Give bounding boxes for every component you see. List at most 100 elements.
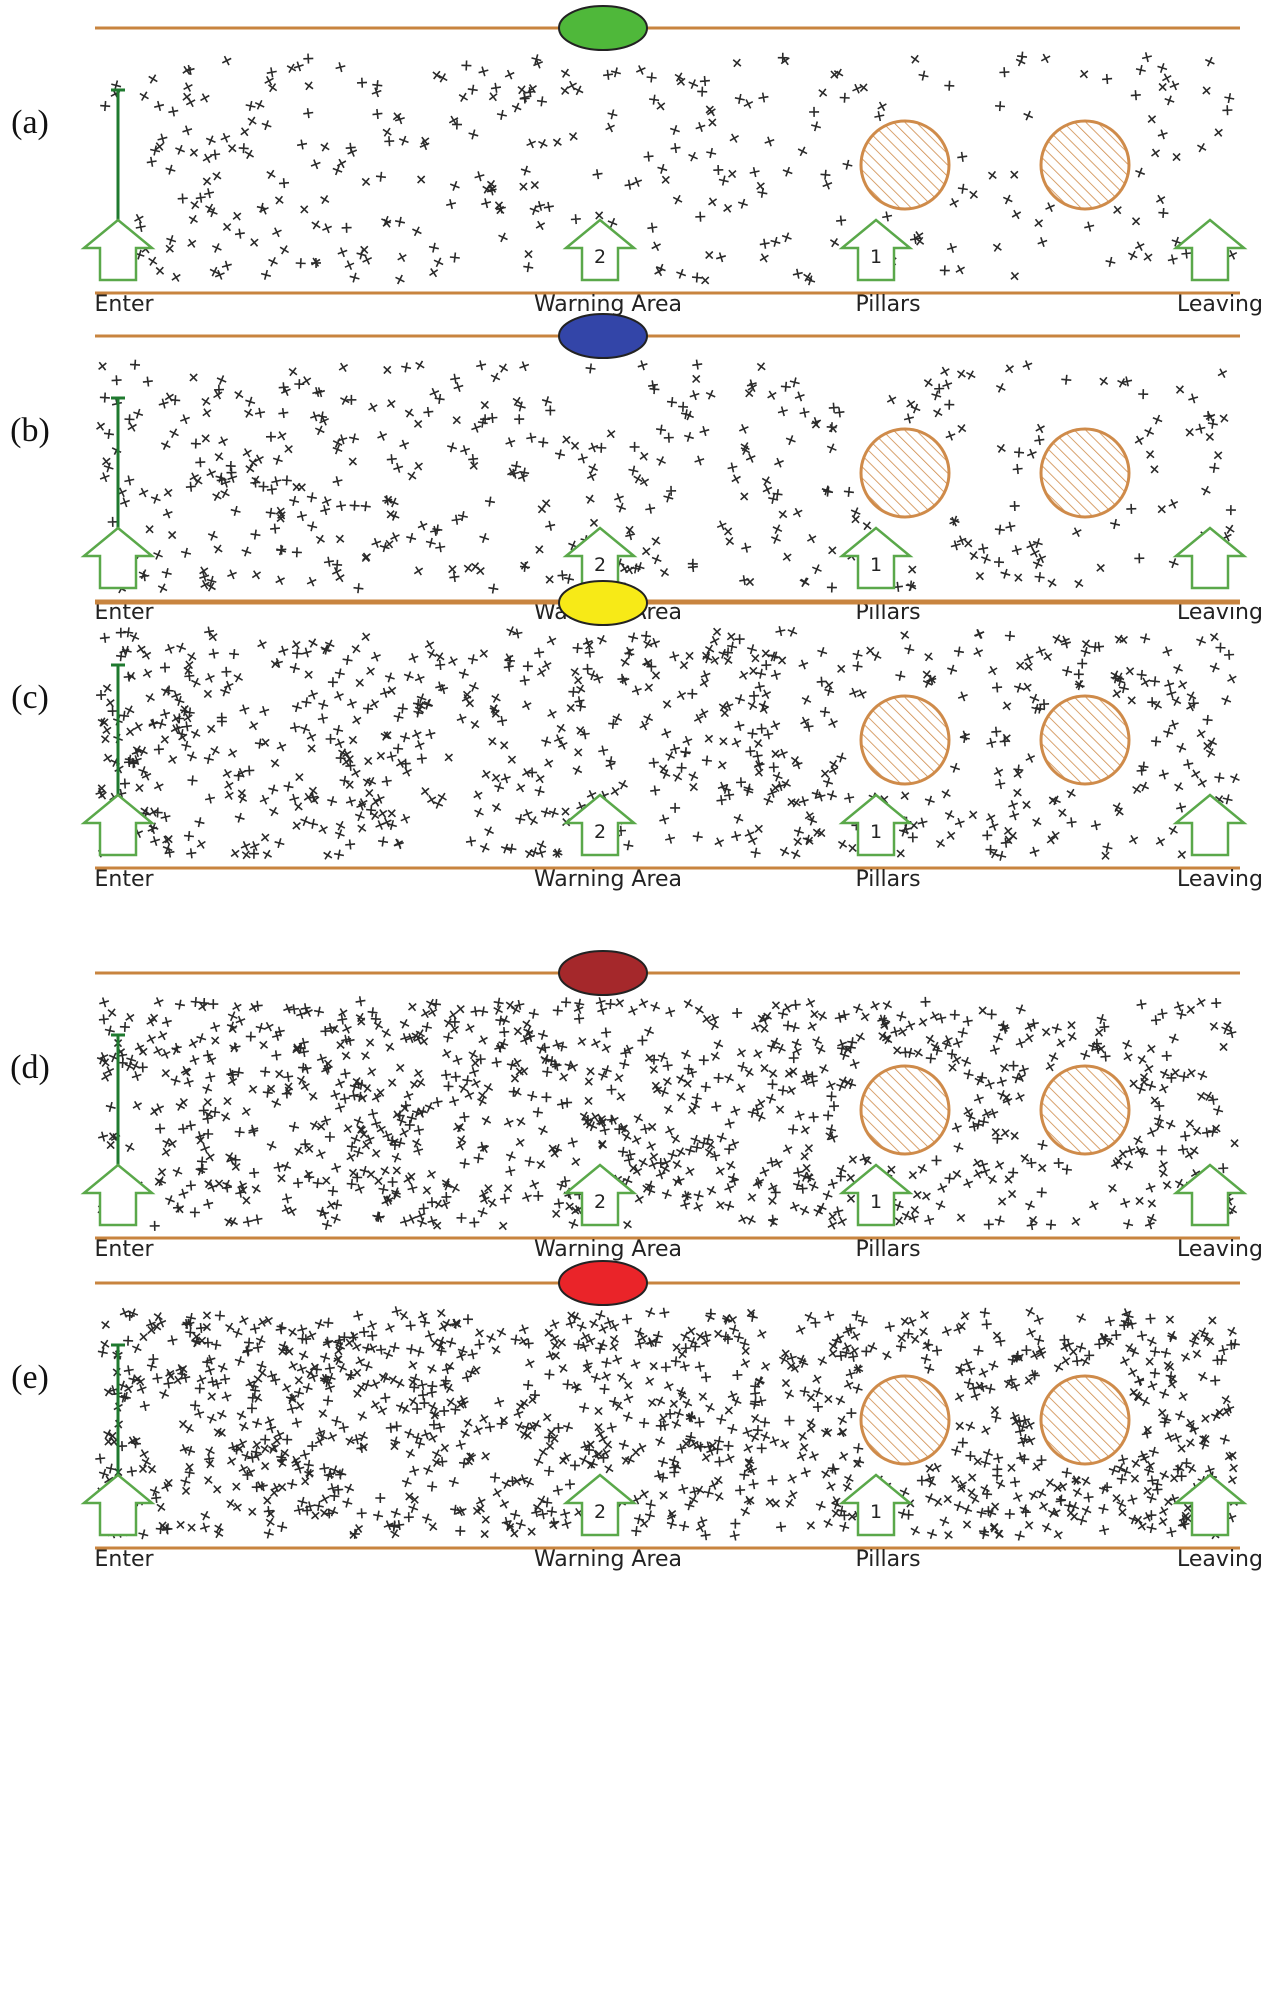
- agent-mark: [756, 1098, 766, 1108]
- agent-mark: [334, 1346, 344, 1356]
- agent-mark: [690, 1100, 701, 1111]
- agent-mark: [628, 1005, 638, 1016]
- agent-mark: [1080, 1050, 1091, 1060]
- agent-mark: [747, 1465, 758, 1476]
- agent-mark: [1176, 742, 1187, 753]
- agent-mark: [682, 735, 693, 746]
- agent-mark: [874, 111, 885, 122]
- agent-mark: [739, 1338, 750, 1349]
- agent-mark: [567, 80, 577, 91]
- agent-mark: [595, 1343, 606, 1354]
- agent-mark: [517, 472, 528, 482]
- agent-mark: [1146, 1080, 1157, 1091]
- agent-mark: [1132, 784, 1142, 795]
- agent-mark: [199, 1522, 210, 1533]
- agent-mark: [1150, 465, 1159, 474]
- agent-mark: [787, 797, 796, 807]
- agent-mark: [695, 1331, 705, 1341]
- agent-mark: [370, 1013, 381, 1024]
- pillars-number: 1: [869, 554, 883, 576]
- agent-mark: [980, 1166, 991, 1177]
- agent-mark: [479, 649, 489, 658]
- agent-mark: [281, 1345, 292, 1356]
- agent-mark: [968, 1121, 980, 1132]
- agent-mark: [753, 1049, 763, 1059]
- agent-mark: [417, 1390, 429, 1401]
- agent-mark: [957, 1483, 966, 1493]
- agent-mark: [271, 1030, 282, 1041]
- agent-mark: [227, 1076, 238, 1086]
- agent-mark: [266, 67, 277, 78]
- agent-mark: [126, 671, 136, 681]
- agent-mark: [341, 222, 352, 233]
- agent-mark: [818, 88, 828, 98]
- agent-mark: [1147, 114, 1157, 124]
- agent-mark: [220, 488, 230, 499]
- agent-mark: [712, 627, 722, 636]
- agent-mark: [392, 1166, 401, 1175]
- agent-mark: [405, 1320, 416, 1331]
- agent-mark: [417, 1310, 428, 1321]
- agent-mark: [1013, 764, 1024, 775]
- agent-mark: [625, 1149, 636, 1160]
- agent-mark: [481, 1115, 492, 1126]
- agent-mark: [346, 394, 357, 405]
- agent-mark: [557, 1041, 568, 1052]
- agent-mark: [342, 1497, 353, 1508]
- agent-mark: [757, 187, 768, 198]
- panel-e: (e) 2 1 Enter Warning Area Pillars Leaving: [0, 1260, 1287, 1605]
- agent-mark: [145, 525, 154, 534]
- warning-number: 2: [593, 1501, 607, 1523]
- agent-mark: [183, 1077, 194, 1088]
- agent-mark: [579, 1341, 590, 1352]
- warning-arrow: [562, 793, 638, 857]
- agent-mark: [975, 571, 985, 581]
- agent-mark: [816, 676, 827, 687]
- agent-mark: [822, 486, 834, 497]
- agent-mark: [593, 673, 604, 684]
- agent-mark: [306, 731, 317, 742]
- agent-mark: [107, 1008, 117, 1018]
- agent-mark: [264, 76, 274, 86]
- agent-mark: [561, 1518, 572, 1529]
- agent-mark: [552, 1039, 563, 1050]
- agent-mark: [160, 440, 171, 450]
- agent-mark: [1033, 1314, 1044, 1325]
- agent-mark: [1208, 1126, 1219, 1137]
- agent-mark: [500, 843, 511, 854]
- agent-mark: [326, 1200, 336, 1210]
- agent-mark: [1207, 737, 1218, 748]
- agent-mark: [1009, 500, 1020, 512]
- agent-mark: [837, 1039, 847, 1049]
- agent-mark: [205, 135, 216, 146]
- agent-mark: [691, 1142, 703, 1153]
- agent-mark: [657, 163, 668, 174]
- agent-mark: [353, 1310, 364, 1321]
- agent-mark: [564, 1479, 575, 1490]
- agent-mark: [464, 1457, 474, 1466]
- agent-mark: [754, 824, 763, 833]
- agent-mark: [901, 1210, 912, 1221]
- agent-mark: [628, 465, 639, 476]
- agent-mark: [554, 449, 566, 460]
- agent-mark: [334, 829, 345, 840]
- agent-mark: [1123, 1311, 1134, 1322]
- agent-mark: [710, 655, 720, 665]
- agent-mark: [347, 147, 358, 157]
- agent-mark: [478, 1035, 488, 1045]
- agent-mark: [1024, 1376, 1034, 1385]
- agent-mark: [203, 1097, 212, 1107]
- agent-mark: [1139, 1077, 1149, 1087]
- crowd-agents: [95, 1306, 1240, 1541]
- agent-mark: [900, 630, 910, 640]
- agent-mark: [507, 467, 517, 477]
- agent-mark: [695, 211, 706, 222]
- agent-mark: [898, 826, 909, 837]
- agent-mark: [646, 72, 657, 83]
- agent-mark: [834, 1333, 845, 1343]
- agent-mark: [356, 1508, 367, 1519]
- agent-mark: [720, 1331, 731, 1342]
- agent-mark: [320, 194, 330, 205]
- agent-mark: [1229, 1463, 1238, 1473]
- agent-mark: [793, 837, 803, 847]
